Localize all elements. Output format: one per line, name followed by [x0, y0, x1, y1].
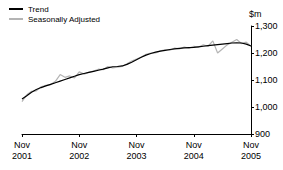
svg-text:900: 900 — [255, 129, 270, 139]
svg-text:1,200: 1,200 — [255, 48, 278, 58]
svg-text:2001: 2001 — [12, 151, 32, 161]
svg-text:Nov: Nov — [243, 140, 260, 150]
svg-text:1,300: 1,300 — [255, 21, 278, 31]
svg-text:Nov: Nov — [186, 140, 203, 150]
svg-text:Nov: Nov — [128, 140, 145, 150]
svg-text:Nov: Nov — [71, 140, 88, 150]
svg-text:2004: 2004 — [184, 151, 204, 161]
svg-text:Nov: Nov — [14, 140, 31, 150]
svg-text:2002: 2002 — [69, 151, 89, 161]
svg-text:1,100: 1,100 — [255, 75, 278, 85]
svg-text:Seasonally Adjusted: Seasonally Adjusted — [28, 15, 100, 24]
svg-text:2003: 2003 — [126, 151, 146, 161]
svg-text:1,000: 1,000 — [255, 102, 278, 112]
svg-text:2005: 2005 — [241, 151, 261, 161]
svg-text:$m: $m — [249, 9, 262, 19]
svg-text:Trend: Trend — [28, 5, 49, 14]
